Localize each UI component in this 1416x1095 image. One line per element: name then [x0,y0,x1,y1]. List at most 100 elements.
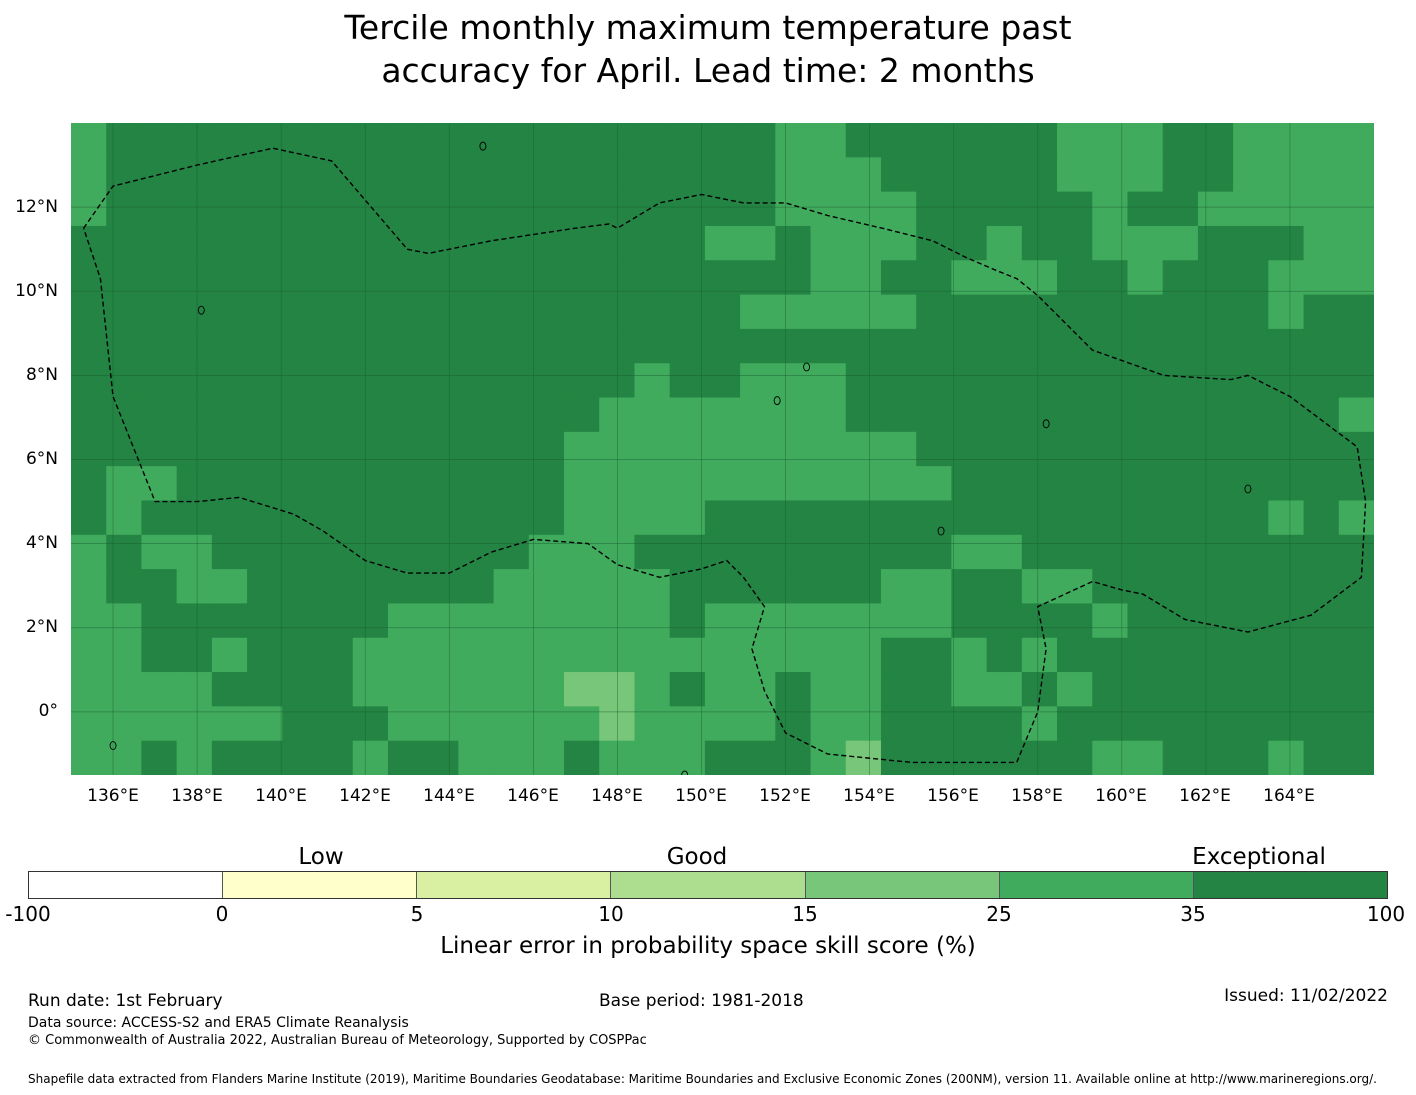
grid-cell [810,260,847,296]
grid-cell [740,500,776,536]
grid-cell [775,569,812,605]
grid-cell [564,672,600,707]
grid-cell [1092,569,1129,605]
grid-cell [810,466,847,502]
grid-cell [564,500,600,536]
legend-category-exceptional: Exceptional [1192,844,1326,870]
lon-tick: 156°E [927,786,979,806]
grid-cell [493,397,530,433]
grid-cell [528,328,565,364]
grid-cell [986,534,1023,570]
grid-cell [1268,672,1305,707]
grid-cell [1303,397,1340,433]
grid-cell [141,534,178,570]
grid-cell [916,191,953,227]
grid-cell [1197,397,1234,433]
grid-cell [211,328,248,364]
grid-cell [564,534,600,570]
grid-cell [845,225,882,261]
grid-cell [458,260,495,296]
lon-tick: 144°E [423,786,475,806]
grid-cell [810,672,847,707]
grid-cell [634,569,671,605]
grid-cell [387,123,424,158]
grid-cell [704,397,741,433]
grid-cell [704,260,741,296]
grid-cell [1338,363,1374,399]
colorbar-tick: 10 [598,902,624,926]
grid-cell [1197,500,1234,536]
grid-cell [493,672,530,707]
grid-cell [916,740,953,775]
colorbar-tick: 100 [1366,902,1406,926]
grid-cell [211,466,248,502]
grid-cell [810,603,847,639]
grid-cell [1021,294,1058,330]
grid-cell [775,637,812,673]
grid-cell [669,637,706,673]
grid-cell [352,157,389,193]
grid-cell [1127,294,1164,330]
colorbar-tick: 5 [410,902,424,926]
grid-cell [387,328,424,364]
grid-cell [1338,534,1374,570]
grid-cell [1021,397,1058,433]
grid-cell [176,363,213,399]
grid-cell [1338,500,1374,536]
grid-cell [176,225,213,261]
grid-cell [141,672,178,707]
grid-cell [317,397,354,433]
grid-cell [704,431,741,467]
grid-cell [317,603,354,639]
island-outline [773,396,781,406]
grid-cell [352,534,389,570]
grid-cell [564,328,600,364]
grid-cell [669,740,706,775]
grid-cell [1233,603,1269,639]
grid-cell [1338,603,1374,639]
title-line-1: Tercile monthly maximum temperature past [344,8,1072,47]
title-line-2: accuracy for April. Lead time: 2 months [381,51,1035,90]
grid-cell [986,191,1023,227]
grid-cell [845,157,882,193]
grid-cell [528,123,565,158]
grid-cell [387,637,424,673]
grid-cell [1057,225,1093,261]
grid-cell [1233,123,1269,158]
grid-cell [1162,225,1199,261]
lon-tick: 140°E [255,786,307,806]
grid-cell [493,637,530,673]
grid-cell [1338,123,1374,158]
grid-cell [775,294,812,330]
grid-cell [493,534,530,570]
grid-cell [986,397,1023,433]
grid-cell [1338,157,1374,193]
grid-cell [247,637,283,673]
grid-cell [810,397,847,433]
grid-cell [317,157,354,193]
grid-cell [423,191,459,227]
grid-cell [845,672,882,707]
grid-cell [845,397,882,433]
grid-cell [141,740,178,775]
grid-cell [317,225,354,261]
grid-cell [317,466,354,502]
grid-cell [1233,431,1269,467]
grid-cell [176,637,213,673]
grid-cell [1127,260,1164,296]
grid-cell [106,294,143,330]
grid-cell [106,328,143,364]
grid-cell [106,569,143,605]
grid-cell [634,294,671,330]
grid-cell [387,740,424,775]
grid-cell [845,534,882,570]
grid-cell [845,740,882,775]
grid-cell [1092,260,1129,296]
grid-cell [1338,569,1374,605]
grid-cell [810,225,847,261]
grid-cell [564,569,600,605]
grid-cell [106,191,143,227]
grid-cell [564,294,600,330]
grid-cell [1021,740,1058,775]
grid-cell [1092,191,1129,227]
